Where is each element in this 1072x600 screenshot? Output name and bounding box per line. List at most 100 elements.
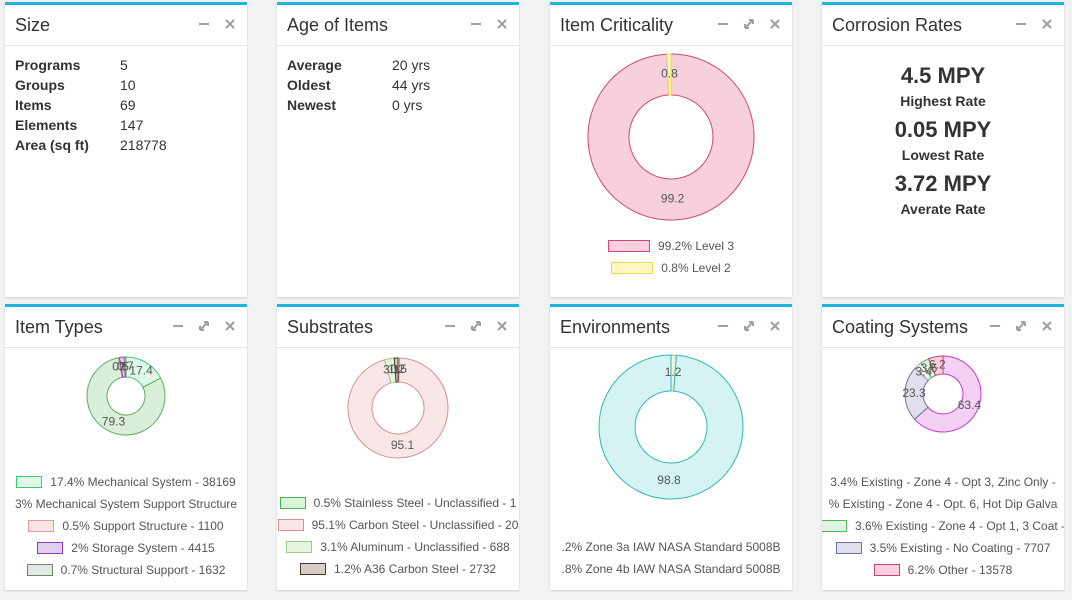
expand-button-stroke: [1016, 321, 1026, 331]
minimize-button[interactable]: [171, 319, 185, 333]
info-label: Elements: [15, 117, 78, 133]
expand-button[interactable]: [742, 17, 756, 31]
legend-item: 2% Storage System - 4415: [5, 539, 247, 557]
info-value: 5: [120, 57, 128, 73]
panel-header: Coating Systems: [822, 307, 1064, 348]
panel: Environments 1.2 98.8 .2% Zone 3a IAW NASA …: [550, 304, 792, 590]
info-value: 218778: [120, 137, 167, 153]
legend-item: 3% Mechanical System Support Structure: [5, 495, 247, 513]
close-button[interactable]: [495, 319, 509, 333]
close-button-stroke: [225, 19, 235, 29]
legend-item: 0.5% Stainless Steel - Unclassified - 1: [277, 494, 519, 512]
slice-label: 98.8: [657, 473, 681, 487]
legend-text: 6.2% Other - 13578: [907, 563, 1013, 577]
info-value: 44 yrs: [392, 77, 431, 93]
slice-label: 63.4: [958, 398, 982, 412]
close-button-stroke: [497, 19, 507, 29]
minimize-button[interactable]: [469, 17, 483, 31]
slice-label: 17.4: [129, 363, 153, 377]
info-row: Groups 10: [13, 77, 167, 97]
legend-item: 0.7% Structural Support - 1632: [5, 561, 247, 579]
slice-label: 3.1: [383, 363, 400, 377]
expand-button[interactable]: [742, 319, 756, 333]
minimize-button[interactable]: [716, 319, 730, 333]
panel-header: Item Types: [5, 307, 247, 348]
panel: Size Programs 5 Groups 10 Items 69 Elements 147 A…: [5, 2, 247, 297]
panel-title: Environments: [560, 317, 671, 337]
legend-item: 0.5% Support Structure - 1100: [5, 517, 247, 535]
donut-slice: [393, 357, 399, 383]
panel-header: Corrosion Rates: [822, 5, 1064, 46]
donut-slice: [598, 354, 744, 500]
legend-item: 3.6% Existing - Zone 4 - Opt 1, 3 Coat -: [822, 517, 1064, 535]
close-button-stroke: [1042, 321, 1052, 331]
close-button[interactable]: [768, 17, 782, 31]
donut-chart: 1.2 98.8: [598, 354, 744, 500]
info-table: Average 20 yrs Oldest 44 yrs Newest 0 yrs: [285, 57, 430, 117]
legend-swatch: [16, 476, 43, 488]
info-row: Elements 147: [13, 117, 167, 137]
legend-item: 95.1% Carbon Steel - Unclassified - 20: [277, 516, 519, 534]
expand-button-stroke: [744, 19, 754, 29]
info-row: Newest 0 yrs: [285, 97, 430, 117]
panel: Coating Systems 63.4 23.3 3.4 3.6 6.2 3.4% Exi…: [822, 304, 1064, 590]
slice-label: 0.8: [661, 67, 678, 81]
close-button[interactable]: [223, 319, 237, 333]
legend-text: 3.6% Existing - Zone 4 - Opt 1, 3 Coat -: [854, 519, 1064, 533]
slice-label: 0.7: [117, 359, 134, 373]
info-value: 20 yrs: [392, 57, 431, 73]
slice-label: 1.2: [665, 365, 682, 379]
close-button[interactable]: [495, 17, 509, 31]
legend-swatch: [286, 541, 313, 553]
legend-item: 3.1% Aluminum - Unclassified - 688: [277, 538, 519, 556]
panel: Corrosion Rates 4.5 MPY Highest Rate 0.05 M…: [822, 2, 1064, 297]
legend-item: % Existing - Zone 4 - Opt. 6, Hot Dip Ga…: [822, 495, 1064, 513]
legend-text: 99.2% Level 3: [657, 239, 735, 253]
panel: Age of Items Average 20 yrs Oldest 44 yrs New…: [277, 2, 519, 297]
legend-item: .8% Zone 4b IAW NASA Standard 5008B: [550, 560, 792, 578]
legend-swatch: [28, 520, 55, 532]
legend-item: 3.5% Existing - No Coating - 7707: [822, 539, 1064, 557]
close-button[interactable]: [1040, 319, 1054, 333]
info-label: Newest: [287, 97, 337, 113]
panel-title: Item Criticality: [560, 15, 674, 35]
legend-text: 0.7% Structural Support - 1632: [60, 563, 226, 577]
panel-header: Substrates: [277, 307, 519, 348]
minimize-button[interactable]: [197, 17, 211, 31]
close-button[interactable]: [768, 319, 782, 333]
legend-swatch: [299, 563, 326, 575]
slice-label: 23.3: [902, 386, 926, 400]
donut-slice: [913, 355, 982, 433]
panel: Item Criticality 99.2 0.8 99.2% Level 3 0.8%…: [550, 2, 792, 297]
close-button[interactable]: [223, 17, 237, 31]
close-button-stroke: [1042, 19, 1052, 29]
slice-label: 0.5: [390, 362, 407, 376]
minimize-button[interactable]: [1014, 17, 1028, 31]
legend-item: 99.2% Level 3: [550, 237, 792, 255]
slice-label: 6.2: [929, 358, 946, 372]
donut-slice: [123, 356, 127, 378]
slice-label: 2: [120, 359, 127, 373]
stat-value: 0.05 MPY: [894, 117, 992, 142]
legend-text: 0.8% Level 2: [661, 261, 731, 275]
legend-item: 6.2% Other - 13578: [822, 561, 1064, 579]
minimize-button[interactable]: [716, 17, 730, 31]
donut-chart: 17.4 79.3 0.520.7: [86, 356, 166, 436]
legend-text: 3.4% Existing - Zone 4 - Opt 3, Zinc Onl…: [830, 475, 1056, 489]
expand-button[interactable]: [469, 319, 483, 333]
minimize-button[interactable]: [443, 319, 457, 333]
legend-swatch: [822, 520, 847, 532]
stat-value: 4.5 MPY: [900, 63, 986, 88]
close-button[interactable]: [1040, 17, 1054, 31]
stat-label: Highest Rate: [900, 93, 986, 109]
info-row: Oldest 44 yrs: [285, 77, 430, 97]
info-label: Oldest: [287, 77, 331, 93]
slice-label: 3.6: [921, 361, 938, 375]
close-button-stroke: [770, 19, 780, 29]
expand-button[interactable]: [1014, 319, 1028, 333]
slice-label: 79.3: [102, 414, 126, 428]
minimize-button[interactable]: [988, 319, 1002, 333]
expand-button[interactable]: [197, 319, 211, 333]
legend-item: 1.2% A36 Carbon Steel - 2732: [277, 560, 519, 578]
